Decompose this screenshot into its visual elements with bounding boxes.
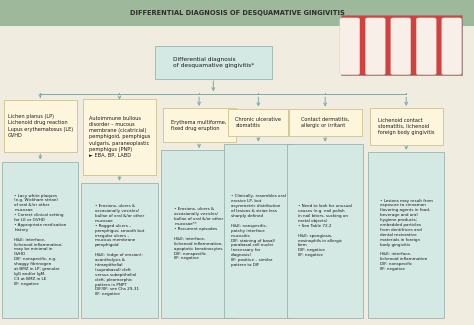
- Text: Lichenoid contact
stomatitis, lichenoid
foreign body gingivitis: Lichenoid contact stomatitis, lichenoid …: [378, 118, 434, 135]
- FancyBboxPatch shape: [161, 150, 237, 318]
- Text: Lichen planus (LP)
Lichenoid drug reaction
Lupus erythematosus (LE)
GVHD: Lichen planus (LP) Lichenoid drug reacti…: [8, 114, 73, 138]
- FancyBboxPatch shape: [82, 183, 157, 318]
- Text: Contact dermatitis,
allergic or irritant: Contact dermatitis, allergic or irritant: [301, 117, 349, 128]
- Text: Differential diagnosis
of desquamative gingivitis*: Differential diagnosis of desquamative g…: [173, 57, 254, 68]
- FancyBboxPatch shape: [287, 144, 363, 318]
- Text: • Clinically, resembles oral
erosive LP, but
asymmetric distribution
of lesions : • Clinically, resembles oral erosive LP,…: [231, 194, 286, 267]
- FancyBboxPatch shape: [365, 18, 385, 75]
- FancyBboxPatch shape: [4, 100, 77, 152]
- FancyBboxPatch shape: [370, 108, 443, 145]
- FancyBboxPatch shape: [2, 162, 78, 318]
- Text: • Need to look for unusual
causes (e.g. nail polish
in nail biters, sucking on
m: • Need to look for unusual causes (e.g. …: [298, 204, 352, 257]
- FancyBboxPatch shape: [391, 18, 410, 75]
- FancyBboxPatch shape: [341, 15, 462, 75]
- FancyBboxPatch shape: [368, 152, 444, 318]
- FancyBboxPatch shape: [442, 18, 462, 75]
- Text: Autoimmune bullous
disorder – mucous
membrane (cicatricial)
pemphigoid, pemphigu: Autoimmune bullous disorder – mucous mem…: [89, 116, 150, 158]
- FancyBboxPatch shape: [289, 109, 362, 136]
- Text: • Lesions may result from
exposure to cinnamon
flavoring agents in food,
beverag: • Lesions may result from exposure to ci…: [380, 199, 433, 271]
- FancyBboxPatch shape: [224, 144, 293, 318]
- Text: Chronic ulcerative
stomatitis: Chronic ulcerative stomatitis: [235, 117, 282, 128]
- FancyBboxPatch shape: [155, 46, 272, 79]
- FancyBboxPatch shape: [163, 108, 236, 142]
- Text: Erythema multiforme,
fixed drug eruption: Erythema multiforme, fixed drug eruption: [171, 120, 227, 131]
- Text: • Erosions, ulcers &
occasionally vesicles/
bullae of oral &/or other
mucosae**
: • Erosions, ulcers & occasionally vesicl…: [174, 207, 224, 261]
- FancyBboxPatch shape: [416, 18, 436, 75]
- FancyBboxPatch shape: [340, 18, 360, 75]
- FancyBboxPatch shape: [83, 99, 156, 175]
- FancyBboxPatch shape: [228, 109, 288, 136]
- FancyBboxPatch shape: [0, 0, 474, 26]
- Text: DIFFERENTIAL DIAGNOSIS OF DESQUAMATIVE GINGIVITIS: DIFFERENTIAL DIAGNOSIS OF DESQUAMATIVE G…: [129, 10, 345, 16]
- Text: • Erosions, ulcers &
occasionally vesicles/
bullae of oral &/or other
mucosae
• : • Erosions, ulcers & occasionally vesicl…: [95, 204, 144, 296]
- Text: • Lacy white plaques
(e.g. Wickham striae)
of oral &/or other
mucosae
• Correct : • Lacy white plaques (e.g. Wickham stria…: [14, 194, 66, 286]
